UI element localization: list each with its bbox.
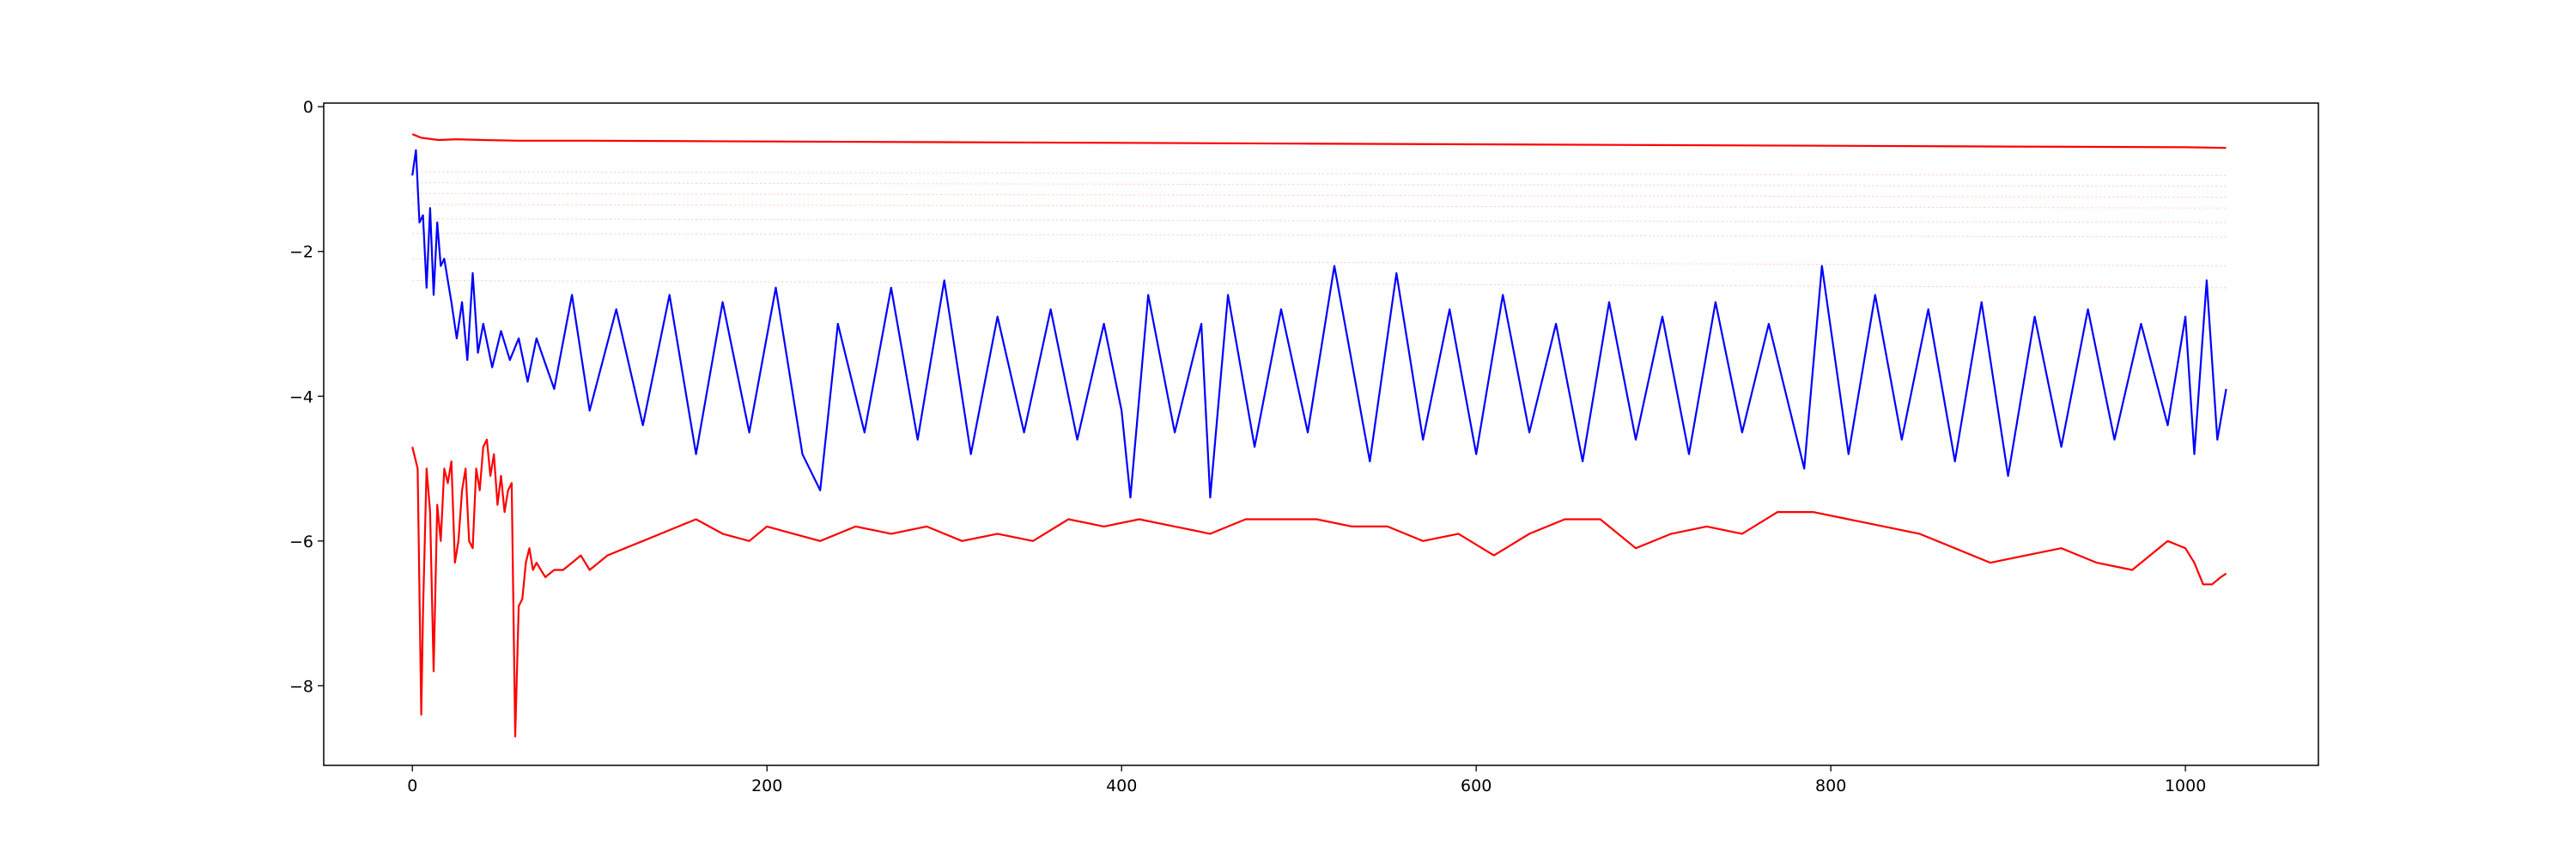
x-tick-label: 800 — [1815, 777, 1846, 795]
x-tick-label: 400 — [1106, 777, 1137, 795]
x-tick-label: 0 — [407, 777, 417, 795]
y-tick-label: −4 — [289, 387, 313, 406]
y-tick-label: −6 — [289, 533, 313, 551]
x-tick-label: 200 — [751, 777, 782, 795]
x-tick-label: 1000 — [2165, 777, 2206, 795]
y-tick-label: −8 — [289, 677, 313, 696]
y-tick-label: −2 — [289, 243, 313, 262]
x-tick-label: 600 — [1461, 777, 1492, 795]
y-tick-label: 0 — [303, 98, 313, 117]
